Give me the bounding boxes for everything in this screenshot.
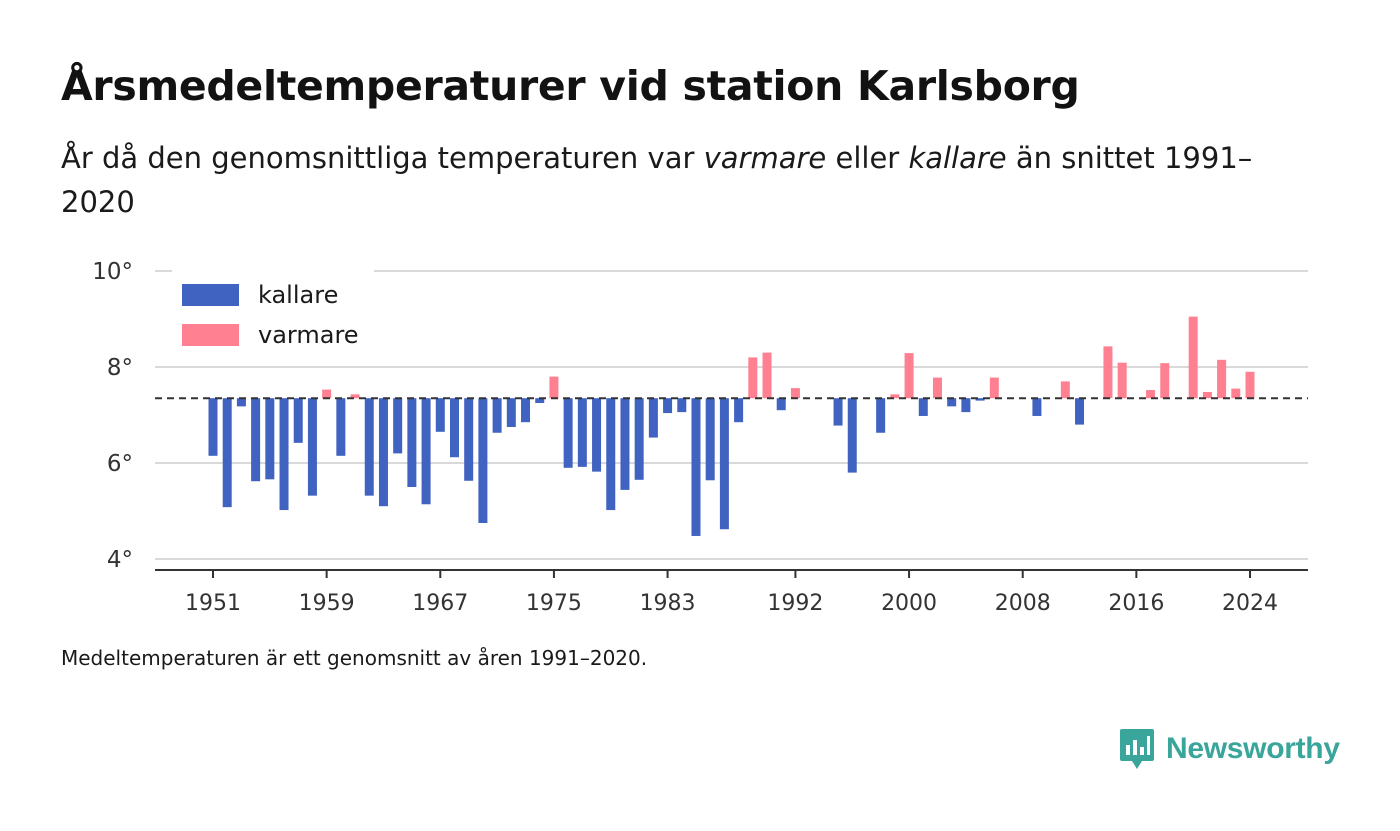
bar	[876, 398, 886, 433]
bar	[663, 398, 673, 414]
subtitle-warm-word: varmare	[703, 141, 827, 175]
bar	[265, 398, 275, 480]
chart-caption: Medeltemperaturen är ett genomsnitt av å…	[61, 646, 648, 670]
bar	[506, 398, 516, 427]
bar	[648, 398, 658, 438]
newsworthy-logo-icon	[1120, 729, 1154, 769]
bar	[279, 398, 289, 511]
bar	[961, 398, 971, 413]
bar	[492, 398, 502, 433]
bar	[847, 398, 857, 473]
bar	[407, 398, 417, 487]
subtitle-text-start: År då den genomsnittliga temperaturen va…	[61, 141, 704, 175]
bar	[790, 388, 800, 399]
chart-title: Årsmedeltemperaturer vid station Karlsbo…	[61, 62, 1080, 110]
bar	[592, 398, 602, 472]
subtitle-cold-word: kallare	[908, 141, 1007, 175]
bar	[1060, 381, 1070, 399]
bar	[1188, 316, 1198, 399]
bars-group	[208, 316, 1255, 536]
legend-label: varmare	[258, 321, 359, 349]
bar	[620, 398, 630, 490]
bar	[393, 398, 403, 454]
bar	[719, 398, 729, 530]
legend-label: kallare	[258, 281, 338, 309]
legend-swatch	[182, 324, 239, 346]
x-tick-label: 2016	[1108, 591, 1164, 616]
bar	[293, 398, 303, 443]
bar	[634, 398, 644, 480]
bar	[378, 398, 388, 507]
x-tick-label: 1975	[526, 591, 582, 616]
x-tick-label: 1983	[640, 591, 696, 616]
bar	[1217, 359, 1227, 399]
x-ticks: 1951 1959 1967 1975 1983 1992 2000 2008 2016 2024	[185, 570, 1278, 616]
y-tick-label: 4°	[107, 547, 133, 573]
bar	[1245, 371, 1255, 399]
bar	[932, 377, 942, 399]
bar	[705, 398, 715, 481]
bar	[1202, 391, 1212, 399]
temperature-bar-chart: 1951 1959 1967 1975 1983 1992 2000 2008 2016 2024…	[92, 259, 1308, 616]
bar	[577, 398, 587, 467]
bar	[606, 398, 616, 511]
bar	[307, 398, 317, 496]
chart-subtitle: År då den genomsnittliga temperaturen va…	[61, 136, 1301, 224]
bar	[208, 398, 218, 456]
bar	[549, 376, 559, 399]
bar	[748, 357, 758, 399]
bar	[449, 398, 459, 458]
bar	[762, 352, 772, 399]
x-tick-label: 2024	[1222, 591, 1278, 616]
x-tick-label: 1992	[767, 591, 823, 616]
bar	[521, 398, 531, 423]
bar	[222, 398, 232, 508]
y-tick-labels: 4° 6° 8° 10°	[92, 259, 133, 573]
bar	[677, 398, 687, 413]
bar	[975, 398, 985, 401]
bar	[1160, 363, 1170, 399]
brand-name: Newsworthy	[1166, 732, 1340, 765]
y-tick-label: 10°	[92, 259, 133, 285]
bar	[1075, 398, 1085, 425]
y-tick-label: 6°	[107, 451, 133, 477]
bar	[1117, 362, 1127, 399]
bar	[236, 398, 246, 407]
bar	[1032, 398, 1042, 416]
bar	[1231, 388, 1241, 399]
x-tick-label: 2008	[995, 591, 1051, 616]
bar	[734, 398, 744, 423]
legend-swatch	[182, 284, 239, 306]
brand: Newsworthy	[1118, 727, 1340, 771]
x-tick-label: 2000	[881, 591, 937, 616]
bar	[563, 398, 573, 468]
bar	[776, 398, 786, 411]
bar	[421, 398, 431, 505]
bar	[336, 398, 346, 456]
bar	[989, 377, 999, 399]
bar	[918, 398, 928, 416]
bar	[350, 394, 360, 399]
bar	[1146, 390, 1156, 399]
bar	[464, 398, 474, 481]
bar	[435, 398, 445, 432]
legend: kallare varmare	[172, 270, 374, 360]
bar	[535, 398, 545, 403]
subtitle-text-end: än snittet 1991–2020	[61, 141, 1253, 219]
x-tick-label: 1959	[299, 591, 355, 616]
bar	[904, 353, 914, 399]
bar	[1103, 346, 1113, 399]
x-tick-label: 1967	[412, 591, 468, 616]
bar	[947, 398, 957, 407]
bar	[322, 389, 332, 399]
bar	[890, 394, 900, 399]
bar	[478, 398, 488, 523]
y-tick-label: 8°	[107, 355, 133, 381]
x-tick-label: 1951	[185, 591, 241, 616]
subtitle-text-middle: eller	[826, 141, 909, 175]
bar	[691, 398, 701, 536]
bar	[833, 398, 843, 426]
bar	[364, 398, 374, 496]
bar	[251, 398, 261, 482]
